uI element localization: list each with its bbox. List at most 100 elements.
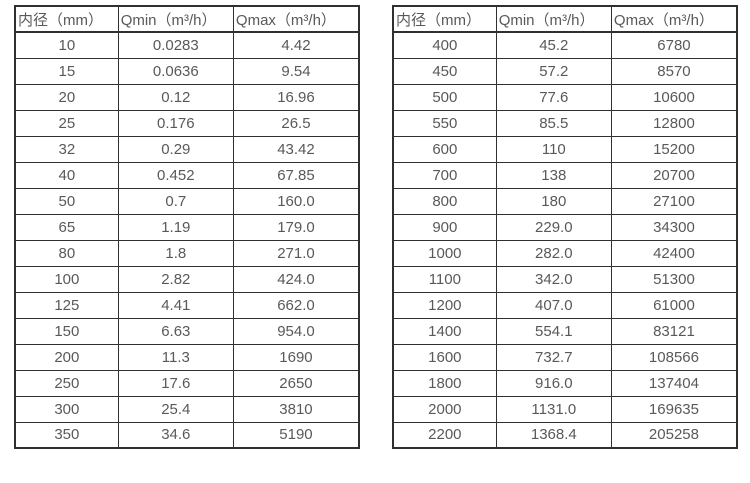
- cell-qmax: 108566: [610, 343, 738, 371]
- table-header-row: 内径（mm） Qmin（m³/h） Qmax（m³/h）: [392, 5, 738, 33]
- cell-diameter: 20: [14, 83, 119, 111]
- table-row: 1200 407.0 61000: [392, 291, 738, 319]
- cell-diameter: 40: [14, 161, 119, 189]
- table-row: 32 0.29 43.42: [14, 135, 360, 163]
- cell-qmin: 342.0: [495, 265, 612, 293]
- cell-qmin: 0.12: [117, 83, 234, 111]
- cell-qmin: 1368.4: [495, 421, 612, 449]
- table-row: 1100 342.0 51300: [392, 265, 738, 293]
- cell-diameter: 15: [14, 57, 119, 85]
- column-header-qmax: Qmax（m³/h）: [232, 5, 360, 33]
- cell-diameter: 350: [14, 421, 119, 449]
- flow-spec-table-left: 内径（mm） Qmin（m³/h） Qmax（m³/h） 10 0.0283 4.42 1…: [14, 5, 360, 449]
- cell-qmax: 424.0: [232, 265, 360, 293]
- table-row: 40 0.452 67.85: [14, 161, 360, 189]
- column-header-diameter: 内径（mm）: [14, 5, 119, 33]
- table-row: 25 0.176 26.5: [14, 109, 360, 137]
- table-row: 50 0.7 160.0: [14, 187, 360, 215]
- cell-qmin: 138: [495, 161, 612, 189]
- flow-spec-table-right: 内径（mm） Qmin（m³/h） Qmax（m³/h） 400 45.2 6780 45…: [392, 5, 738, 449]
- cell-qmax: 169635: [610, 395, 738, 423]
- cell-qmax: 42400: [610, 239, 738, 267]
- cell-qmax: 3810: [232, 395, 360, 423]
- cell-qmin: 25.4: [117, 395, 234, 423]
- table-row: 400 45.2 6780: [392, 31, 738, 59]
- cell-diameter: 1200: [392, 291, 497, 319]
- cell-qmin: 229.0: [495, 213, 612, 241]
- cell-qmax: 34300: [610, 213, 738, 241]
- cell-diameter: 150: [14, 317, 119, 345]
- cell-qmax: 5190: [232, 421, 360, 449]
- cell-diameter: 80: [14, 239, 119, 267]
- cell-qmax: 137404: [610, 369, 738, 397]
- table-row: 350 34.6 5190: [14, 421, 360, 449]
- cell-qmin: 57.2: [495, 57, 612, 85]
- column-header-qmax: Qmax（m³/h）: [610, 5, 738, 33]
- cell-diameter: 32: [14, 135, 119, 163]
- cell-diameter: 200: [14, 343, 119, 371]
- cell-qmin: 1131.0: [495, 395, 612, 423]
- cell-qmin: 77.6: [495, 83, 612, 111]
- table-header-row: 内径（mm） Qmin（m³/h） Qmax（m³/h）: [14, 5, 360, 33]
- cell-diameter: 50: [14, 187, 119, 215]
- table-row: 1600 732.7 108566: [392, 343, 738, 371]
- table-row: 600 110 15200: [392, 135, 738, 163]
- cell-diameter: 1600: [392, 343, 497, 371]
- cell-diameter: 700: [392, 161, 497, 189]
- table-row: 200 11.3 1690: [14, 343, 360, 371]
- table-body: 10 0.0283 4.42 15 0.0636 9.54 20 0.12 16.96 25 0.1…: [14, 31, 360, 449]
- table-row: 100 2.82 424.0: [14, 265, 360, 293]
- table-row: 300 25.4 3810: [14, 395, 360, 423]
- cell-qmin: 34.6: [117, 421, 234, 449]
- cell-qmax: 6780: [610, 31, 738, 59]
- cell-qmin: 45.2: [495, 31, 612, 59]
- cell-qmax: 43.42: [232, 135, 360, 163]
- cell-diameter: 2200: [392, 421, 497, 449]
- cell-diameter: 65: [14, 213, 119, 241]
- table-row: 10 0.0283 4.42: [14, 31, 360, 59]
- cell-diameter: 500: [392, 83, 497, 111]
- table-row: 15 0.0636 9.54: [14, 57, 360, 85]
- cell-diameter: 100: [14, 265, 119, 293]
- cell-qmax: 954.0: [232, 317, 360, 345]
- column-header-diameter: 内径（mm）: [392, 5, 497, 33]
- column-header-qmin: Qmin（m³/h）: [495, 5, 612, 33]
- cell-qmax: 20700: [610, 161, 738, 189]
- cell-diameter: 450: [392, 57, 497, 85]
- cell-diameter: 1400: [392, 317, 497, 345]
- table-row: 125 4.41 662.0: [14, 291, 360, 319]
- cell-diameter: 2000: [392, 395, 497, 423]
- cell-diameter: 25: [14, 109, 119, 137]
- table-row: 1800 916.0 137404: [392, 369, 738, 397]
- cell-qmin: 732.7: [495, 343, 612, 371]
- cell-qmin: 85.5: [495, 109, 612, 137]
- table-row: 20 0.12 16.96: [14, 83, 360, 111]
- cell-qmax: 15200: [610, 135, 738, 163]
- table-row: 550 85.5 12800: [392, 109, 738, 137]
- cell-qmax: 271.0: [232, 239, 360, 267]
- table-row: 250 17.6 2650: [14, 369, 360, 397]
- cell-qmin: 2.82: [117, 265, 234, 293]
- table-header-row: 内径（mm） Qmin（m³/h） Qmax（m³/h）: [14, 5, 360, 33]
- cell-qmin: 0.0636: [117, 57, 234, 85]
- table-row: 900 229.0 34300: [392, 213, 738, 241]
- cell-qmax: 4.42: [232, 31, 360, 59]
- table-row: 1400 554.1 83121: [392, 317, 738, 345]
- cell-diameter: 800: [392, 187, 497, 215]
- column-header-qmin: Qmin（m³/h）: [117, 5, 234, 33]
- cell-qmax: 67.85: [232, 161, 360, 189]
- table-row: 500 77.6 10600: [392, 83, 738, 111]
- cell-qmax: 8570: [610, 57, 738, 85]
- cell-qmin: 180: [495, 187, 612, 215]
- cell-qmin: 1.8: [117, 239, 234, 267]
- cell-qmax: 2650: [232, 369, 360, 397]
- table-row: 80 1.8 271.0: [14, 239, 360, 267]
- cell-qmax: 83121: [610, 317, 738, 345]
- table-body: 400 45.2 6780 450 57.2 8570 500 77.6 10600 550 85.…: [392, 31, 738, 449]
- cell-qmin: 1.19: [117, 213, 234, 241]
- cell-qmax: 51300: [610, 265, 738, 293]
- table-row: 2200 1368.4 205258: [392, 421, 738, 449]
- cell-qmax: 61000: [610, 291, 738, 319]
- cell-qmax: 10600: [610, 83, 738, 111]
